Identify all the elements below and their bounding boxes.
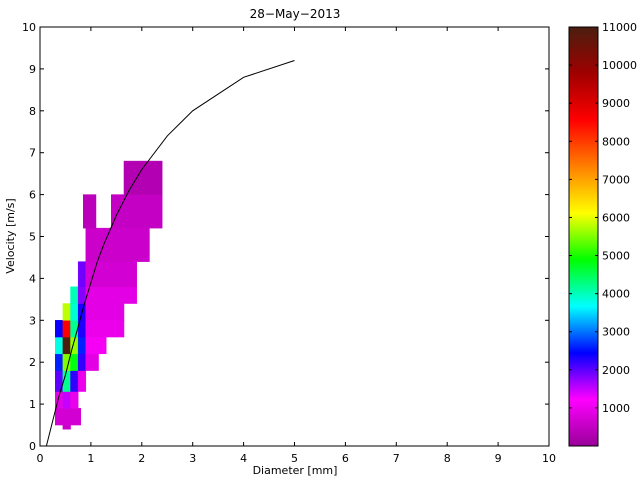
heatmap-bin-3 <box>62 391 71 409</box>
heatmap-bin-9 <box>55 353 64 371</box>
heatmap-bin-31 <box>77 261 87 288</box>
x-axis-ticks: 0 1 2 3 4 5 6 7 8 9 10 <box>37 27 556 465</box>
x-tick-label-10: 10 <box>542 452 556 465</box>
colorbar-tick-label-2: 3000 <box>602 326 630 339</box>
x-tick-label-8: 8 <box>444 452 451 465</box>
y-tick-label-10: 10 <box>22 21 36 34</box>
colorbar-tick-label-4: 5000 <box>602 250 630 263</box>
x-tick-label-4: 4 <box>240 452 247 465</box>
x-tick-label-2: 2 <box>138 452 145 465</box>
heatmap-bin-1 <box>62 424 71 430</box>
colorbar-ticks: 1000 2000 3000 4000 5000 6000 7000 8000 9000 1000… <box>569 21 637 415</box>
colorbar-tick-label-5: 6000 <box>602 211 630 224</box>
x-tick-label-9: 9 <box>495 452 502 465</box>
heatmap-bin-34 <box>83 194 97 229</box>
heatmap-bin-20 <box>62 320 71 338</box>
heatmap-bin-15 <box>62 336 71 355</box>
y-tick-label-2: 2 <box>29 356 36 369</box>
fit-curve <box>45 60 295 447</box>
heatmap-bin-29 <box>77 286 87 304</box>
heatmap-bin-0 <box>55 408 81 426</box>
colorbar-tick-label-9: 10000 <box>602 59 637 72</box>
heatmap-bin-12 <box>77 353 87 371</box>
heatmap-bin-7 <box>70 370 79 392</box>
x-tick-label-6: 6 <box>342 452 349 465</box>
heatmap-bin-23 <box>85 320 125 338</box>
heatmap-bin-28 <box>70 286 79 304</box>
x-tick-label-7: 7 <box>393 452 400 465</box>
colorbar-tick-label-1: 2000 <box>602 364 630 377</box>
y-tick-label-6: 6 <box>29 189 36 202</box>
heatmap-bin-14 <box>55 336 64 355</box>
heatmap-bin-35 <box>111 194 163 229</box>
colorbar-tick-label-7: 8000 <box>602 135 630 148</box>
x-tick-label-3: 3 <box>189 452 196 465</box>
colorbar-frame <box>568 26 599 447</box>
heatmap-bin-25 <box>70 303 79 321</box>
heatmap-bin-33 <box>85 227 150 262</box>
y-axis-ticks: 0 1 2 3 4 5 6 7 8 9 10 <box>22 21 549 453</box>
heatmap-bin-27 <box>85 303 125 321</box>
heatmap-bin-18 <box>85 336 107 355</box>
x-tick-label-1: 1 <box>87 452 94 465</box>
colorbar-gradient <box>569 27 598 446</box>
heatmap-bin-24 <box>62 303 71 321</box>
colorbar-tick-label-3: 4000 <box>602 288 630 301</box>
colorbar-tick-label-6: 7000 <box>602 173 630 186</box>
x-tick-label-5: 5 <box>291 452 298 465</box>
chart-title: 28−May−2013 <box>250 7 341 21</box>
y-tick-label-4: 4 <box>29 272 36 285</box>
heatmap-bin-17 <box>77 336 87 355</box>
heatmap-bin-8 <box>77 370 87 392</box>
y-tick-label-0: 0 <box>29 440 36 453</box>
heatmap-bin-13 <box>85 353 99 371</box>
y-tick-label-5: 5 <box>29 231 36 244</box>
y-axis-label: Velocity [m/s] <box>4 198 17 273</box>
colorbar-tick-label-8: 9000 <box>602 97 630 110</box>
x-axis-label: Diameter [mm] <box>253 464 338 477</box>
y-tick-label-8: 8 <box>29 105 36 118</box>
heatmap-bin-11 <box>70 353 79 371</box>
y-tick-label-1: 1 <box>29 398 36 411</box>
y-tick-label-9: 9 <box>29 63 36 76</box>
heatmap-bin-19 <box>55 320 64 338</box>
heatmap-bin-4 <box>70 391 79 409</box>
colorbar-tick-label-10: 11000 <box>602 21 637 34</box>
y-tick-label-3: 3 <box>29 314 36 327</box>
heatmap-bin-21 <box>70 320 79 338</box>
y-tick-label-7: 7 <box>29 147 36 160</box>
heatmap-bins <box>55 160 163 430</box>
colorbar-tick-label-0: 1000 <box>602 402 630 415</box>
x-tick-label-0: 0 <box>37 452 44 465</box>
heatmap-bin-30 <box>85 286 137 304</box>
